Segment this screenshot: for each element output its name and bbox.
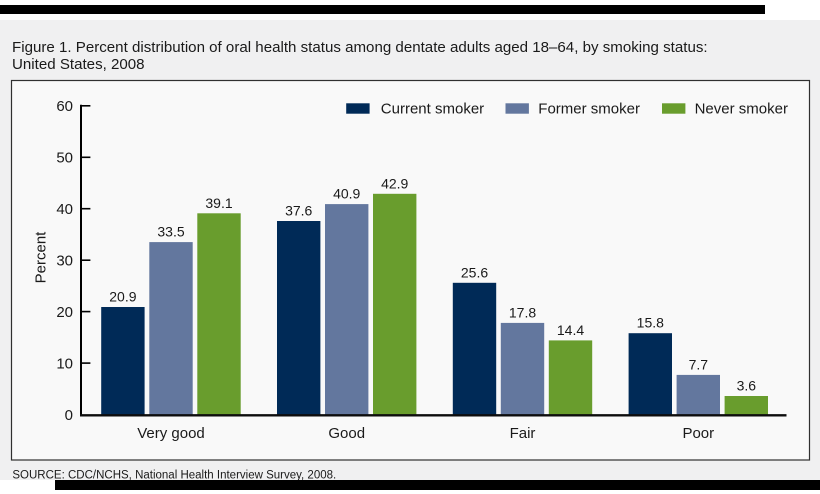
svg-text:Very good: Very good <box>137 425 205 442</box>
svg-text:39.1: 39.1 <box>205 195 232 211</box>
svg-text:SOURCE: CDC/NCHS, National Hea: SOURCE: CDC/NCHS, National Health Interv… <box>12 470 336 482</box>
svg-text:3.6: 3.6 <box>737 378 757 394</box>
svg-text:Poor: Poor <box>682 425 714 442</box>
svg-text:Good: Good <box>328 425 365 442</box>
svg-text:50: 50 <box>56 150 73 167</box>
svg-text:33.5: 33.5 <box>157 224 184 240</box>
svg-text:15.8: 15.8 <box>637 315 664 331</box>
svg-text:40.9: 40.9 <box>333 186 360 202</box>
svg-text:60: 60 <box>56 98 73 115</box>
svg-text:30: 30 <box>56 253 73 270</box>
svg-text:40: 40 <box>56 201 73 218</box>
svg-text:37.6: 37.6 <box>285 203 312 219</box>
svg-text:14.4: 14.4 <box>557 322 584 338</box>
svg-text:Fair: Fair <box>510 425 536 442</box>
svg-text:20: 20 <box>56 304 73 321</box>
svg-text:17.8: 17.8 <box>509 304 536 320</box>
svg-text:20.9: 20.9 <box>109 289 136 305</box>
svg-text:Current smoker: Current smoker <box>381 100 484 117</box>
svg-text:Percent: Percent <box>32 231 49 284</box>
svg-text:25.6: 25.6 <box>461 264 488 280</box>
svg-text:10: 10 <box>56 355 73 372</box>
svg-text:Never smoker: Never smoker <box>695 100 788 117</box>
svg-text:Former smoker: Former smoker <box>538 100 640 117</box>
svg-text:7.7: 7.7 <box>689 356 709 372</box>
svg-text:42.9: 42.9 <box>381 175 408 191</box>
svg-text:0: 0 <box>65 407 73 424</box>
